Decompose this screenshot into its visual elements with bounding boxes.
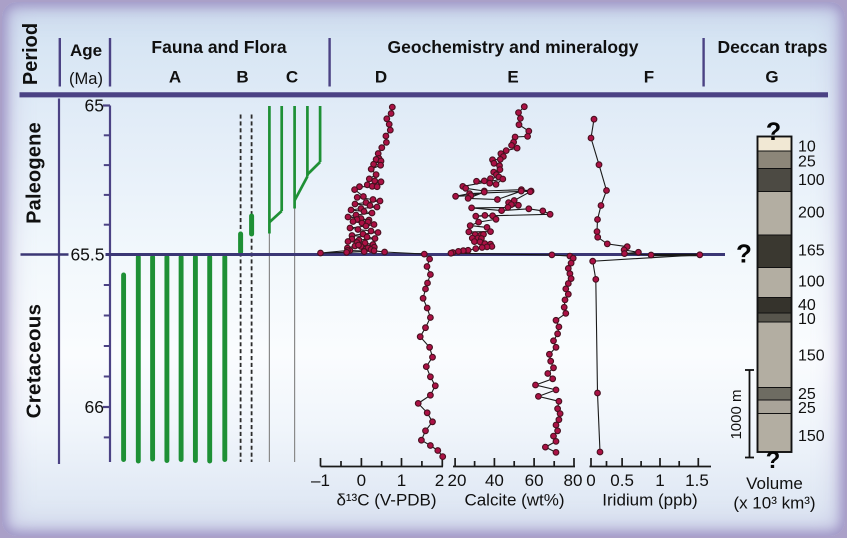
svg-text:1.5: 1.5 bbox=[685, 471, 709, 490]
svg-text:?: ? bbox=[736, 239, 752, 269]
svg-text:25: 25 bbox=[798, 400, 816, 417]
svg-text:Fauna and Flora: Fauna and Flora bbox=[151, 37, 286, 57]
svg-text:0: 0 bbox=[357, 471, 366, 490]
svg-text:1: 1 bbox=[655, 471, 664, 490]
svg-text:65.5: 65.5 bbox=[70, 245, 104, 265]
svg-text:40: 40 bbox=[798, 297, 816, 314]
svg-text:2: 2 bbox=[435, 471, 444, 490]
svg-text:10: 10 bbox=[798, 139, 816, 156]
svg-text:25: 25 bbox=[798, 386, 816, 403]
svg-text:10: 10 bbox=[798, 311, 816, 328]
svg-text:F: F bbox=[644, 68, 654, 87]
svg-text:66: 66 bbox=[85, 397, 104, 417]
svg-text:G: G bbox=[765, 68, 778, 87]
svg-text:B: B bbox=[236, 68, 248, 87]
svg-text:Calcite (wt%): Calcite (wt%) bbox=[464, 491, 564, 510]
svg-text:0: 0 bbox=[586, 471, 595, 490]
svg-text:1: 1 bbox=[397, 471, 406, 490]
svg-text:150: 150 bbox=[798, 348, 825, 365]
svg-text:100: 100 bbox=[798, 274, 825, 291]
svg-text:A: A bbox=[169, 68, 181, 87]
svg-text:Age: Age bbox=[70, 41, 102, 60]
svg-text:δ¹³C (V-PDB): δ¹³C (V-PDB) bbox=[336, 491, 436, 510]
svg-text:(x 10³ km³): (x 10³ km³) bbox=[733, 494, 815, 513]
svg-text:–1: –1 bbox=[311, 471, 330, 490]
svg-text:E: E bbox=[507, 68, 518, 87]
svg-text:60: 60 bbox=[525, 471, 544, 490]
svg-text:0.5: 0.5 bbox=[610, 471, 634, 490]
svg-text:?: ? bbox=[766, 118, 781, 146]
svg-text:C: C bbox=[286, 68, 298, 87]
svg-text:80: 80 bbox=[564, 471, 583, 490]
svg-text:Deccan traps: Deccan traps bbox=[718, 37, 828, 57]
svg-text:Period: Period bbox=[20, 23, 42, 85]
svg-text:40: 40 bbox=[485, 471, 504, 490]
svg-text:(Ma): (Ma) bbox=[69, 70, 103, 88]
svg-text:Geochemistry and mineralogy: Geochemistry and mineralogy bbox=[388, 37, 639, 57]
svg-text:200: 200 bbox=[798, 205, 825, 222]
svg-text:Volume: Volume bbox=[746, 474, 803, 493]
svg-text:Iridium (ppb): Iridium (ppb) bbox=[602, 491, 697, 510]
svg-text:D: D bbox=[375, 68, 387, 87]
svg-text:?: ? bbox=[766, 447, 781, 474]
svg-text:100: 100 bbox=[798, 172, 825, 189]
svg-text:25: 25 bbox=[798, 154, 816, 171]
svg-text:150: 150 bbox=[798, 428, 825, 445]
svg-text:Cretaceous: Cretaceous bbox=[23, 304, 46, 419]
svg-text:20: 20 bbox=[448, 471, 467, 490]
svg-text:65: 65 bbox=[85, 96, 104, 116]
svg-text:1000 m: 1000 m bbox=[728, 389, 745, 439]
svg-text:Paleogene: Paleogene bbox=[24, 122, 46, 224]
svg-text:165: 165 bbox=[798, 243, 825, 260]
